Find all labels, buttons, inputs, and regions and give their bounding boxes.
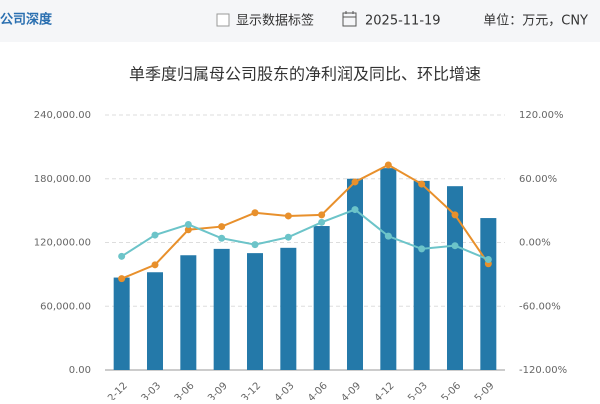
y-tick-label: 0.00 [69, 365, 91, 376]
bar [280, 247, 297, 370]
point [118, 275, 126, 283]
line [121, 163, 490, 280]
bar [247, 253, 263, 370]
point [284, 233, 292, 241]
bar [147, 272, 163, 370]
checkbox-label[interactable]: 显示数据标签 [236, 13, 314, 29]
bar [447, 186, 463, 370]
x-tick-label: 5-06 [439, 380, 463, 400]
point [118, 252, 126, 260]
point [318, 218, 326, 226]
point [451, 211, 459, 219]
point [351, 206, 359, 214]
point [451, 242, 459, 250]
y-tick-label: 120,000.00 [34, 238, 91, 249]
x-tick-label: 2-12 [106, 380, 130, 400]
x-tick-label: 5-09 [473, 380, 497, 400]
x-tick-label: 3-06 [173, 380, 197, 400]
y2-tick-label: -60.00% [519, 301, 561, 312]
point [151, 231, 159, 239]
point [184, 220, 192, 228]
point [318, 211, 326, 219]
point [184, 226, 192, 234]
chart-title: 单季度归属母公司股东的净利润及同比、环比增速 [129, 65, 481, 84]
x-tick-label: 4-09 [339, 380, 363, 400]
y2-tick-label: 0.00% [519, 238, 551, 249]
y2-tick-label: -120.00% [519, 365, 567, 376]
y2-tick-label: 120.00% [519, 110, 564, 121]
x-tick-label: 3-12 [239, 380, 263, 400]
point [418, 180, 426, 188]
calendar-icon[interactable] [342, 11, 357, 27]
point [151, 261, 159, 269]
y2-tick-label: 60.00% [519, 174, 557, 185]
bar [313, 226, 330, 370]
checkbox[interactable] [216, 13, 230, 27]
bar [213, 248, 230, 370]
point [284, 212, 292, 220]
header-bar [0, 0, 600, 42]
date[interactable]: 2025-11-19 [365, 14, 441, 29]
bar [380, 168, 397, 370]
section-title: 公司深度 [0, 12, 53, 28]
bar [180, 255, 197, 370]
x-tick-label: 4-06 [306, 380, 330, 400]
point [218, 223, 226, 231]
point [218, 234, 226, 242]
y-tick-label: 60,000.00 [40, 301, 91, 312]
x-tick-label: 5-03 [406, 380, 430, 400]
bar [113, 277, 130, 370]
x-tick-label: 4-12 [373, 380, 397, 400]
point [251, 209, 259, 217]
bar [347, 178, 363, 370]
unit: 单位：万元，CNY [483, 14, 588, 29]
point [484, 256, 492, 263]
y-tick-label: 240,000.00 [34, 110, 91, 121]
bar [480, 218, 497, 370]
y-tick-label: 180,000.00 [34, 174, 91, 185]
point [384, 232, 392, 240]
point [251, 241, 259, 249]
x-tick-label: 3-03 [139, 380, 163, 400]
point [384, 161, 392, 169]
line [121, 208, 489, 261]
x-tick-label: 3-09 [206, 380, 230, 400]
point [351, 178, 359, 186]
x-tick-label: 4-03 [273, 380, 297, 400]
bar [413, 180, 430, 370]
point [418, 245, 426, 253]
